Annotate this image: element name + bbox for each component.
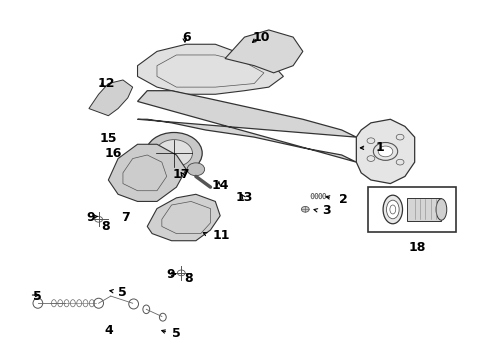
- Text: 5: 5: [33, 289, 41, 303]
- Text: 1: 1: [375, 141, 384, 154]
- Text: 6: 6: [182, 31, 190, 44]
- Polygon shape: [224, 30, 302, 73]
- Text: 5: 5: [118, 286, 126, 299]
- Ellipse shape: [382, 195, 402, 224]
- Text: 7: 7: [121, 211, 129, 224]
- Text: 12: 12: [97, 77, 115, 90]
- Text: 8: 8: [102, 220, 110, 233]
- Polygon shape: [137, 44, 283, 94]
- Text: 13: 13: [235, 192, 253, 204]
- Polygon shape: [147, 194, 220, 241]
- Text: 3: 3: [322, 204, 330, 217]
- Text: 9: 9: [86, 211, 95, 224]
- Text: 18: 18: [407, 241, 425, 255]
- Polygon shape: [108, 144, 186, 202]
- Text: 16: 16: [104, 147, 122, 160]
- Text: 2: 2: [339, 193, 347, 206]
- Circle shape: [155, 140, 192, 167]
- Text: 8: 8: [184, 272, 192, 285]
- Text: 5: 5: [171, 327, 180, 340]
- Text: 17: 17: [172, 168, 190, 181]
- Text: 10: 10: [252, 31, 270, 44]
- Text: 9: 9: [166, 268, 175, 281]
- Text: 11: 11: [212, 229, 230, 242]
- Text: 14: 14: [211, 179, 228, 192]
- Bar: [407, 198, 441, 221]
- Polygon shape: [356, 119, 414, 184]
- Circle shape: [145, 132, 202, 174]
- Circle shape: [187, 163, 204, 176]
- Polygon shape: [137, 91, 356, 162]
- Text: 4: 4: [104, 324, 113, 337]
- Text: 15: 15: [100, 132, 117, 145]
- Polygon shape: [89, 80, 132, 116]
- Bar: [368, 187, 455, 232]
- Ellipse shape: [435, 199, 446, 220]
- Circle shape: [377, 146, 392, 157]
- Ellipse shape: [386, 200, 398, 219]
- Circle shape: [301, 206, 308, 212]
